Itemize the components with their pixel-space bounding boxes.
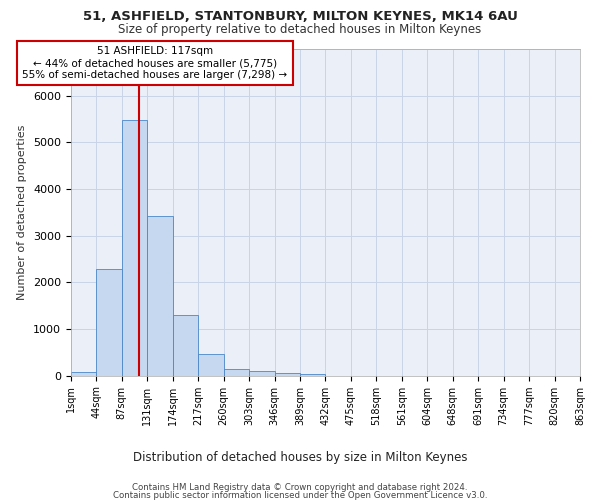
Text: 51 ASHFIELD: 117sqm
← 44% of detached houses are smaller (5,775)
55% of semi-det: 51 ASHFIELD: 117sqm ← 44% of detached ho…	[22, 46, 287, 80]
Bar	[249, 371, 275, 376]
Bar	[122, 120, 147, 376]
Text: Size of property relative to detached houses in Milton Keynes: Size of property relative to detached ho…	[118, 22, 482, 36]
Bar	[96, 270, 122, 376]
Y-axis label: Number of detached properties: Number of detached properties	[17, 124, 28, 300]
Bar	[275, 372, 300, 376]
Bar	[71, 372, 96, 376]
Bar	[173, 314, 198, 376]
Bar	[300, 374, 325, 376]
Text: Contains HM Land Registry data © Crown copyright and database right 2024.: Contains HM Land Registry data © Crown c…	[132, 483, 468, 492]
Text: 51, ASHFIELD, STANTONBURY, MILTON KEYNES, MK14 6AU: 51, ASHFIELD, STANTONBURY, MILTON KEYNES…	[83, 10, 517, 23]
Bar	[198, 354, 224, 376]
Text: Contains public sector information licensed under the Open Government Licence v3: Contains public sector information licen…	[113, 490, 487, 500]
Bar	[224, 368, 249, 376]
Bar	[147, 216, 173, 376]
Text: Distribution of detached houses by size in Milton Keynes: Distribution of detached houses by size …	[133, 451, 467, 464]
